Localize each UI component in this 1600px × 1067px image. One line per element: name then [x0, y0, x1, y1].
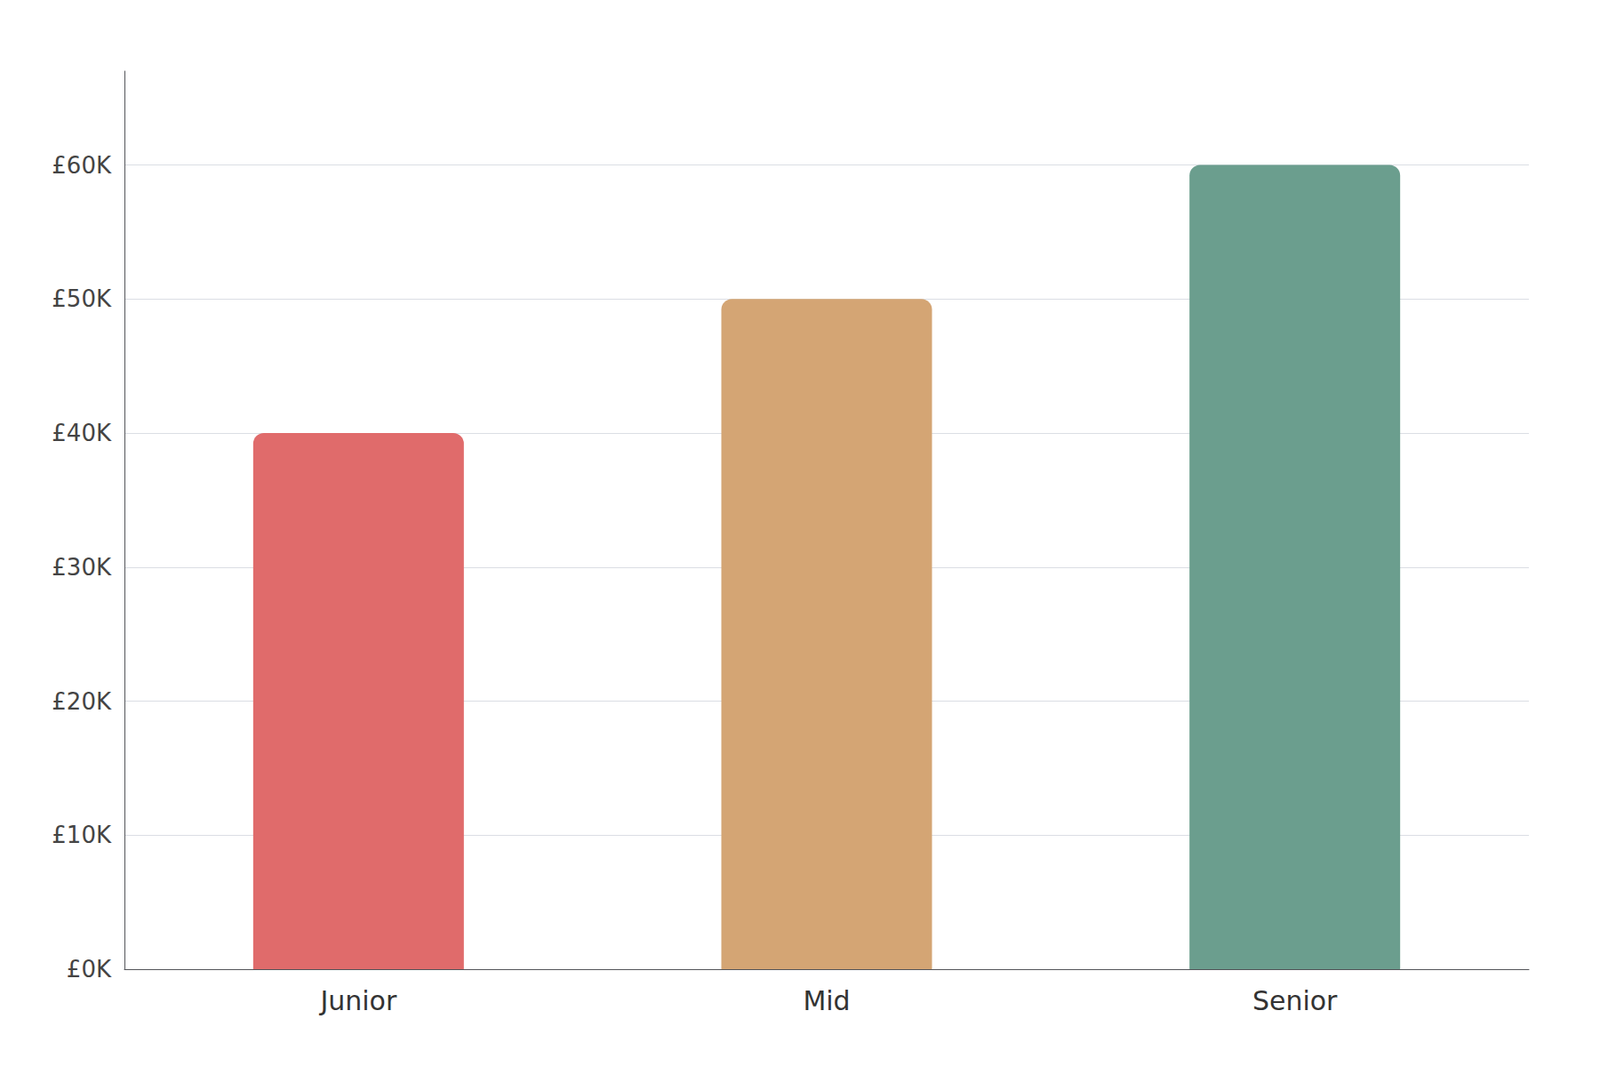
svg-text:£50K: £50K — [51, 285, 112, 312]
svg-text:£10K: £10K — [51, 821, 112, 848]
svg-text:Junior: Junior — [318, 984, 398, 1016]
svg-text:£0K: £0K — [66, 955, 112, 983]
svg-text:£40K: £40K — [51, 419, 112, 447]
svg-text:£60K: £60K — [51, 152, 112, 179]
svg-text:Mid: Mid — [802, 984, 850, 1016]
svg-text:£30K: £30K — [51, 553, 112, 581]
svg-text:£20K: £20K — [51, 688, 112, 715]
svg-text:Senior: Senior — [1252, 984, 1338, 1016]
